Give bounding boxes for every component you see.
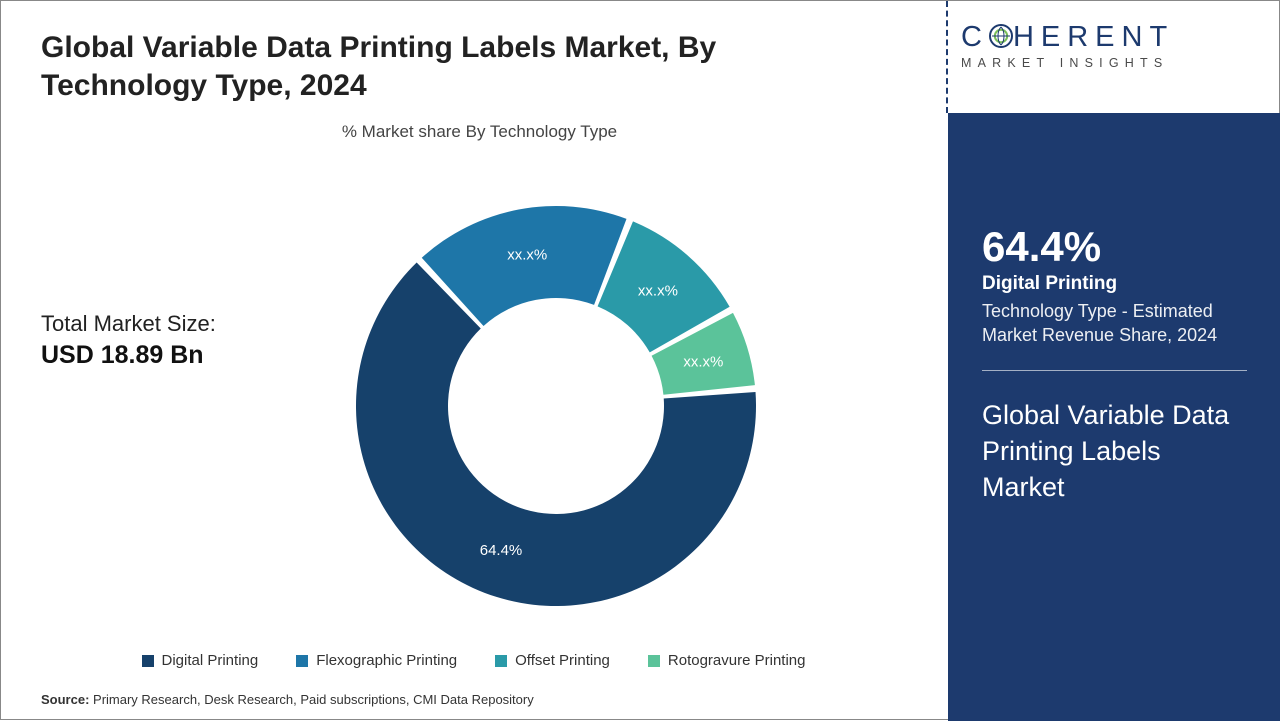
market-size-label: Total Market Size: [41, 311, 216, 337]
legend-item: Offset Printing [495, 652, 610, 669]
panel-title: Global Variable Data Printing Labels Mar… [982, 397, 1247, 506]
logo: C HERENT MARKET INSIGHTS [961, 21, 1261, 101]
slice-label: xx.x% [507, 247, 547, 264]
donut-chart: 64.4% xx.x% xx.x% xx.x% [331, 181, 781, 631]
legend-item: Flexographic Printing [296, 652, 457, 669]
slice-label: xx.x% [683, 353, 723, 370]
legend-label: Offset Printing [515, 652, 610, 669]
source-text: Primary Research, Desk Research, Paid su… [89, 692, 533, 707]
legend-swatch [495, 655, 507, 667]
market-size-block: Total Market Size: USD 18.89 Bn [41, 311, 216, 370]
source-line: Source: Primary Research, Desk Research,… [41, 692, 534, 707]
logo-text-b: HERENT [1013, 21, 1174, 53]
right-panel: 64.4% Digital Printing Technology Type -… [948, 113, 1280, 721]
slice-label: xx.x% [638, 283, 678, 300]
logo-line1: C HERENT [961, 21, 1261, 54]
legend-label: Rotogravure Printing [668, 652, 806, 669]
slice-label: 64.4% [480, 542, 523, 559]
legend-swatch [142, 655, 154, 667]
market-size-value: USD 18.89 Bn [41, 341, 216, 370]
stat-segment: Digital Printing [982, 273, 1247, 295]
logo-globe-icon [989, 23, 1013, 47]
legend-swatch [648, 655, 660, 667]
stat-pct: 64.4% [982, 223, 1247, 271]
legend: Digital Printing Flexographic Printing Off… [1, 652, 946, 669]
chart-subtitle: % Market share By Technology Type [41, 122, 918, 142]
main-area: Global Variable Data Printing Labels Mar… [1, 1, 946, 721]
legend-item: Rotogravure Printing [648, 652, 806, 669]
legend-swatch [296, 655, 308, 667]
source-prefix: Source: [41, 692, 89, 707]
legend-item: Digital Printing [142, 652, 259, 669]
logo-text-a: C [961, 21, 989, 53]
logo-line2: MARKET INSIGHTS [961, 56, 1261, 70]
stat-desc: Technology Type - Estimated Market Reven… [982, 299, 1247, 348]
page-title: Global Variable Data Printing Labels Mar… [41, 29, 821, 104]
legend-label: Flexographic Printing [316, 652, 457, 669]
divider-dashed [946, 1, 948, 113]
panel-divider [982, 370, 1247, 371]
legend-label: Digital Printing [162, 652, 259, 669]
